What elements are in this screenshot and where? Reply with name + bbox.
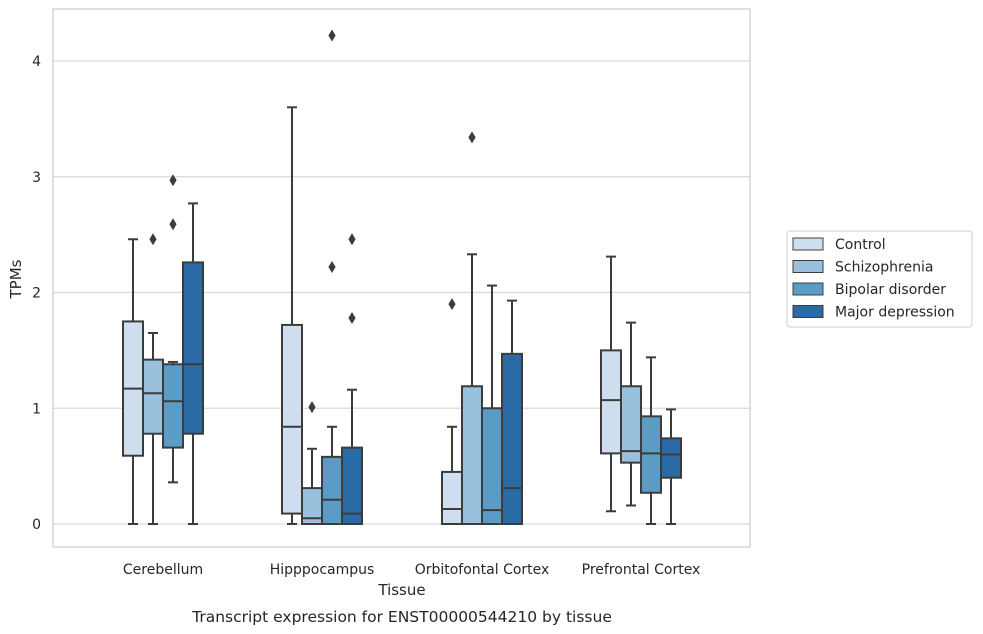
- y-tick-label: 4: [32, 54, 41, 70]
- box-element: [122, 238, 144, 525]
- outlier-point: [348, 311, 356, 324]
- box-iqr: [321, 455, 343, 525]
- box-element: [182, 202, 204, 525]
- legend-swatch: [792, 305, 824, 318]
- box-iqr: [162, 363, 184, 449]
- box-iqr: [182, 261, 204, 435]
- chart-caption: Transcript expression for ENST0000054421…: [191, 608, 612, 626]
- box-element: [341, 233, 363, 526]
- box-element: [640, 356, 662, 525]
- box-element: [501, 299, 523, 525]
- box-iqr: [660, 437, 682, 479]
- outlier-point: [169, 218, 177, 231]
- outlier-point: [328, 261, 336, 274]
- box-iqr: [461, 385, 483, 525]
- box-iqr: [441, 470, 463, 526]
- y-tick-labels: 0 1 2 3 4: [32, 54, 41, 533]
- y-tick-label: 2: [32, 286, 41, 302]
- y-tick-label: 0: [32, 517, 41, 533]
- x-tick-label: Hipppocampus: [270, 562, 375, 578]
- y-tick-label: 1: [32, 401, 41, 417]
- legend-swatch: [792, 282, 824, 296]
- box-element: [481, 284, 503, 525]
- box-element: [281, 106, 303, 525]
- x-axis-title: Tissue: [377, 581, 425, 599]
- series-major-depression: [182, 202, 682, 526]
- outlier-point: [328, 29, 336, 42]
- box-iqr: [600, 349, 622, 455]
- y-tick-label: 3: [32, 170, 41, 186]
- legend-swatch: [792, 260, 824, 273]
- legend-label: Bipolar disorder: [835, 282, 946, 298]
- legend: Control Schizophrenia Bipolar disorder Majo…: [786, 230, 973, 328]
- legend-swatch: [792, 237, 824, 251]
- outlier-point: [308, 401, 316, 414]
- outlier-point: [348, 233, 356, 246]
- box-iqr: [481, 407, 503, 525]
- box-iqr: [501, 352, 523, 525]
- outlier-point: [149, 233, 157, 246]
- outlier-point: [468, 131, 476, 144]
- plot-frame: [52, 8, 751, 548]
- series-bipolar-disorder: [162, 29, 662, 525]
- legend-label: Major depression: [835, 305, 955, 321]
- box-series-group: [122, 29, 682, 526]
- legend-label: Control: [835, 237, 886, 253]
- x-tick-label: Cerebellum: [123, 562, 203, 578]
- outlier-point: [448, 298, 456, 311]
- legend-label: Schizophrenia: [835, 260, 933, 276]
- x-tick-labels: Cerebellum Hipppocampus Orbitofontal Corte…: [123, 562, 700, 578]
- y-axis-title: TPMs: [7, 259, 25, 299]
- box-iqr: [341, 446, 363, 526]
- outlier-point: [169, 174, 177, 187]
- box-element: [660, 408, 682, 525]
- x-tick-label: Prefrontal Cortex: [582, 562, 701, 578]
- box-iqr: [281, 323, 303, 515]
- legend-frame: [786, 230, 973, 328]
- box-iqr: [640, 415, 662, 494]
- box-element: [441, 298, 463, 526]
- box-iqr: [142, 358, 164, 435]
- x-tick-label: Orbitofontal Cortex: [415, 562, 550, 578]
